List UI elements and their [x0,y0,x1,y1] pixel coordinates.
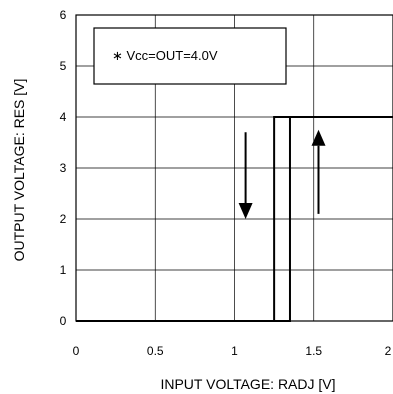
x-tick-label: 0.5 [147,344,164,358]
y-axis-label: OUTPUT VOLTAGE: RES [V] [11,79,27,262]
x-tick-label: 1 [231,344,238,358]
arrow-down-icon [238,203,253,219]
plot-frame [75,14,393,322]
y-tick-label: 5 [60,59,67,73]
y-tick-label: 1 [60,263,67,277]
x-tick-labels: 0 0.5 1 1.5 2 [73,344,392,358]
y-tick-label: 0 [60,314,67,328]
x-tick-label: 1.5 [305,344,322,358]
x-axis-label: INPUT VOLTAGE: RADJ [V] [160,376,335,392]
y-tick-label: 2 [60,212,67,226]
arrows [238,129,326,219]
annotation-text: ∗ Vcc=OUT=4.0V [112,48,218,63]
y-tick-label: 6 [60,8,67,22]
x-tick-label: 2 [385,344,392,358]
x-tick-label: 0 [73,344,80,358]
arrow-up-icon [311,129,326,146]
y-tick-label: 4 [60,110,67,124]
annotation-box: ∗ Vcc=OUT=4.0V [93,27,287,85]
y-tick-label: 3 [60,161,67,175]
y-tick-labels: 0 1 2 3 4 5 6 [60,8,67,328]
annotation-frame [93,27,287,85]
